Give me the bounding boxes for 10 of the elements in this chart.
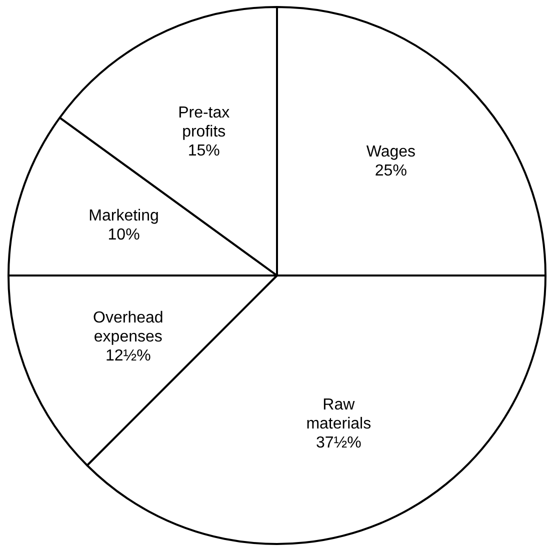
data-label: 37½% [316, 434, 362, 452]
slice-label: Marketing [88, 208, 159, 225]
data-label: 10% [108, 226, 140, 244]
slice-label: Pre-tax profits [178, 104, 230, 140]
slice-label: Raw materials [306, 396, 372, 433]
slice-label: Overhead expenses [93, 310, 164, 346]
data-label: 15% [188, 142, 220, 160]
data-label: 25% [374, 162, 407, 180]
slice-label: Wages [366, 143, 416, 160]
data-label: 12½% [105, 348, 151, 365]
